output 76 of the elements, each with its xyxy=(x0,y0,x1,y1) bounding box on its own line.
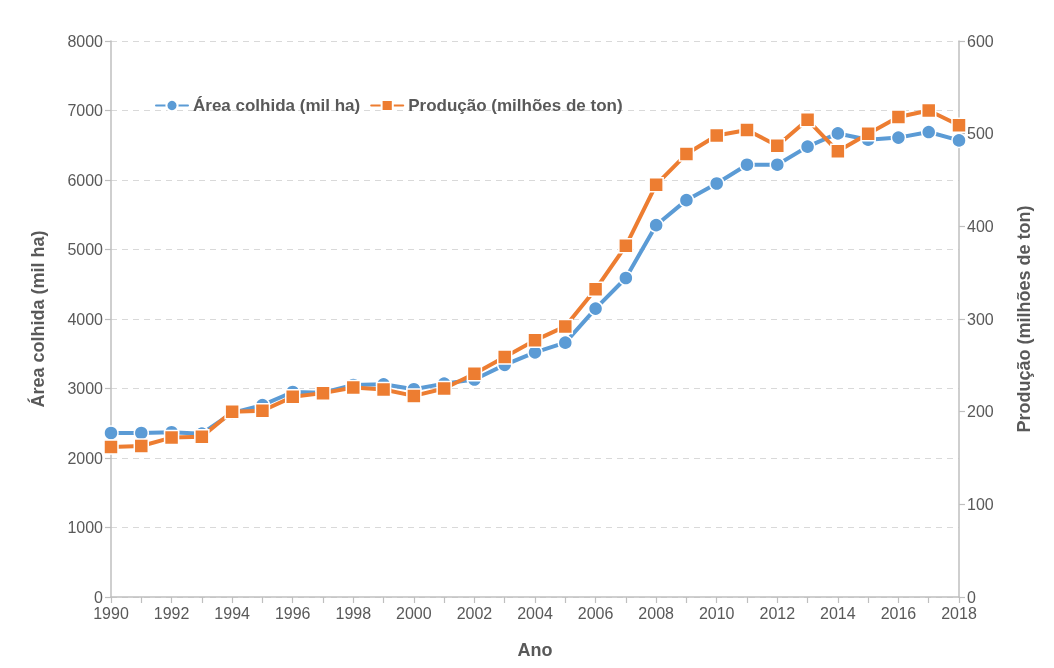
point xyxy=(739,156,755,173)
point xyxy=(860,125,876,142)
x-tick-label: 2014 xyxy=(820,604,856,622)
x-tick-label: 2012 xyxy=(759,604,796,622)
x-tick-label: 2006 xyxy=(577,604,614,622)
x-tick-label: 2010 xyxy=(698,604,735,622)
legend-label: Produção (milhões de ton) xyxy=(408,96,623,115)
point xyxy=(769,137,786,154)
point xyxy=(890,109,907,125)
x-tick-label: 1990 xyxy=(93,604,129,622)
point xyxy=(799,138,816,155)
x-tick-label: 1998 xyxy=(335,604,372,622)
x-tick-label: 1994 xyxy=(214,604,251,622)
point xyxy=(769,156,786,173)
x-tick-label: 2016 xyxy=(880,604,917,622)
y2-tick-label: 500 xyxy=(967,125,994,143)
y-tick-label: 2000 xyxy=(67,449,104,467)
point xyxy=(708,175,725,192)
y2-tick-label: 200 xyxy=(967,403,994,421)
point xyxy=(466,365,483,382)
point xyxy=(436,380,452,397)
point xyxy=(618,270,634,286)
point xyxy=(739,122,755,138)
legend-label: Área colhida (mil ha) xyxy=(193,96,361,115)
y-tick-label: 0 xyxy=(94,588,104,606)
y-tick-label: 1000 xyxy=(67,519,104,536)
y-tick-label: 4000 xyxy=(67,310,104,328)
x-tick-label: 1992 xyxy=(153,604,190,622)
x-tick-label: 1996 xyxy=(274,604,311,622)
y2-tick-label: 400 xyxy=(967,217,994,235)
point xyxy=(830,143,846,160)
point xyxy=(799,112,816,128)
point xyxy=(708,127,725,144)
point xyxy=(678,192,695,208)
point xyxy=(648,217,664,233)
x-tick-label: 2000 xyxy=(396,604,432,622)
point xyxy=(163,429,180,446)
point xyxy=(133,425,150,441)
point xyxy=(103,425,119,441)
y2-tick-label: 600 xyxy=(967,32,994,50)
y-tick-label: 5000 xyxy=(67,241,104,258)
y-axis-title: Área colhida (mil ha) xyxy=(27,230,48,408)
x-tick-label: 2002 xyxy=(456,604,493,622)
point xyxy=(527,332,543,349)
y-tick-label: 6000 xyxy=(67,171,104,189)
x-tick-label: 2008 xyxy=(638,604,675,622)
point xyxy=(951,117,967,134)
point xyxy=(557,334,574,351)
point xyxy=(133,438,150,454)
point xyxy=(678,146,695,162)
point xyxy=(830,125,846,142)
y2-axis-title: Produção (milhões de ton) xyxy=(1014,205,1034,433)
y2-tick-label: 300 xyxy=(967,310,994,328)
y-tick-label: 7000 xyxy=(67,102,104,119)
y-tick-label: 8000 xyxy=(67,32,104,50)
point xyxy=(920,124,937,140)
point xyxy=(618,238,634,254)
point xyxy=(587,300,604,317)
x-axis-title: Ano xyxy=(517,640,553,660)
y-tick-label: 3000 xyxy=(67,380,104,397)
point xyxy=(284,389,301,405)
point xyxy=(557,318,574,335)
y2-tick-label: 100 xyxy=(967,495,994,513)
point xyxy=(648,176,664,193)
y2-tick-label: 0 xyxy=(967,588,976,606)
point xyxy=(254,402,271,419)
x-tick-label: 2018 xyxy=(941,604,977,622)
point xyxy=(920,102,937,119)
point xyxy=(587,281,604,298)
point xyxy=(496,349,513,365)
point xyxy=(103,439,119,455)
point xyxy=(406,388,422,404)
point xyxy=(375,381,392,398)
x-tick-label: 2004 xyxy=(517,604,553,622)
point xyxy=(951,132,967,149)
point xyxy=(890,129,907,146)
